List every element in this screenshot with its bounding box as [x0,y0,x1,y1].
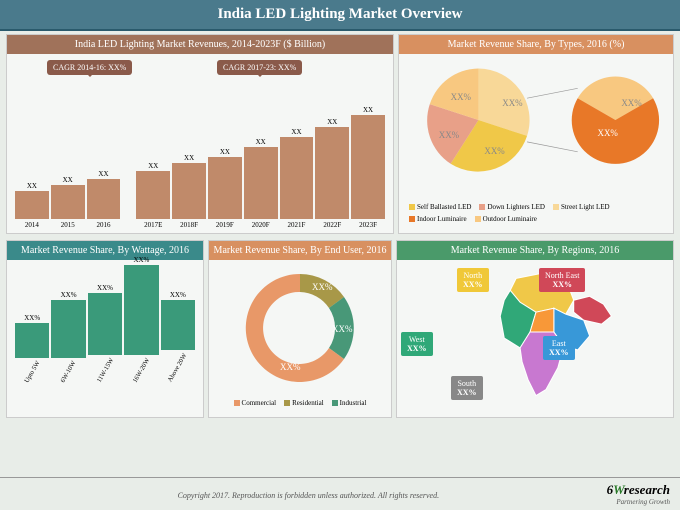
wattage-panel: Market Revenue Share, By Wattage, 2016 X… [6,240,204,418]
legend-item: Outdoor Luminaire [475,215,537,223]
revenue-bars: XX2014XX2015XX2016XX2017EXX2018FXX2019FX… [11,84,389,229]
region-box: NorthXX% [457,268,489,292]
legend-item: Self Ballasted LED [409,203,471,211]
revenue-bar: XX2023F [351,106,385,229]
svg-text:XX%: XX% [332,324,353,334]
cagr-callout-1: CAGR 2014-16: XX% [47,60,132,75]
legend-item: Residential [284,399,324,407]
wattage-title: Market Revenue Share, By Wattage, 2016 [7,241,203,260]
india-map [401,264,669,410]
revenue-bar: XX2022F [315,118,349,229]
legend-item: Industrial [332,399,367,407]
revenue-bar: XX2016 [87,170,121,229]
cagr-callout-2: CAGR 2017-23: XX% [217,60,302,75]
types-title: Market Revenue Share, By Types, 2016 (%) [399,35,673,54]
page-title: India LED Lighting Market Overview [0,0,680,31]
legend-item: Down Lighters LED [479,203,545,211]
revenue-panel: India LED Lighting Market Revenues, 2014… [6,34,394,234]
svg-text:XX%: XX% [439,130,460,140]
enduser-donut: XX% XX% XX% [236,264,364,392]
wattage-bar: XX%11W-15W [88,284,122,384]
svg-text:XX%: XX% [451,92,472,102]
revenue-title: India LED Lighting Market Revenues, 2014… [7,35,393,54]
logo-sub: Partnering Growth [607,498,670,506]
regions-title: Market Revenue Share, By Regions, 2016 [397,241,673,260]
region-box: SouthXX% [451,376,483,400]
svg-text:XX%: XX% [621,98,642,108]
revenue-bar: XX2020F [244,138,278,229]
svg-text:XX%: XX% [280,362,301,372]
region-box: EastXX% [543,336,575,360]
svg-text:XX%: XX% [502,98,523,108]
revenue-bar: XX2014 [15,182,49,229]
wattage-bar: XX%6W-10W [51,291,85,384]
revenue-bar: XX2015 [51,176,85,229]
legend-item: Indoor Luminaire [409,215,467,223]
footer: Copyright 2017. Reproduction is forbidde… [0,477,680,510]
types-pie: XX% XX% XX% XX% XX% XX% [403,58,669,196]
wattage-bars: XX%Upto 5WXX%6W-10WXX%11W-15WXX%16W-20WX… [11,264,199,384]
revenue-bar: XX2017E [136,162,170,229]
legend-item: Commercial [234,399,277,407]
enduser-title: Market Revenue Share, By End User, 2016 [209,241,391,260]
region-box: North EastXX% [539,268,585,292]
types-legend: Self Ballasted LED Down Lighters LED Stree… [403,201,669,225]
logo: 6Wresearch [607,482,670,498]
wattage-bar: XX%Upto 5W [15,314,49,384]
legend-item: Street Light LED [553,203,610,211]
revenue-bar: XX2018F [172,154,206,229]
wattage-bar: XX%Above 20W [161,291,195,384]
regions-panel: Market Revenue Share, By Regions, 2016 N… [396,240,674,418]
region-box: WestXX% [401,332,433,356]
svg-text:XX%: XX% [312,282,333,292]
copyright: Copyright 2017. Reproduction is forbidde… [178,491,439,500]
revenue-bar: XX2019F [208,148,242,229]
types-panel: Market Revenue Share, By Types, 2016 (%)… [398,34,674,234]
svg-text:XX%: XX% [598,128,619,138]
enduser-legend: Commercial Residential Industrial [213,397,387,409]
enduser-panel: Market Revenue Share, By End User, 2016 … [208,240,392,418]
revenue-bar: XX2021F [280,128,314,229]
wattage-bar: XX%16W-20W [124,256,158,384]
svg-text:XX%: XX% [484,146,505,156]
